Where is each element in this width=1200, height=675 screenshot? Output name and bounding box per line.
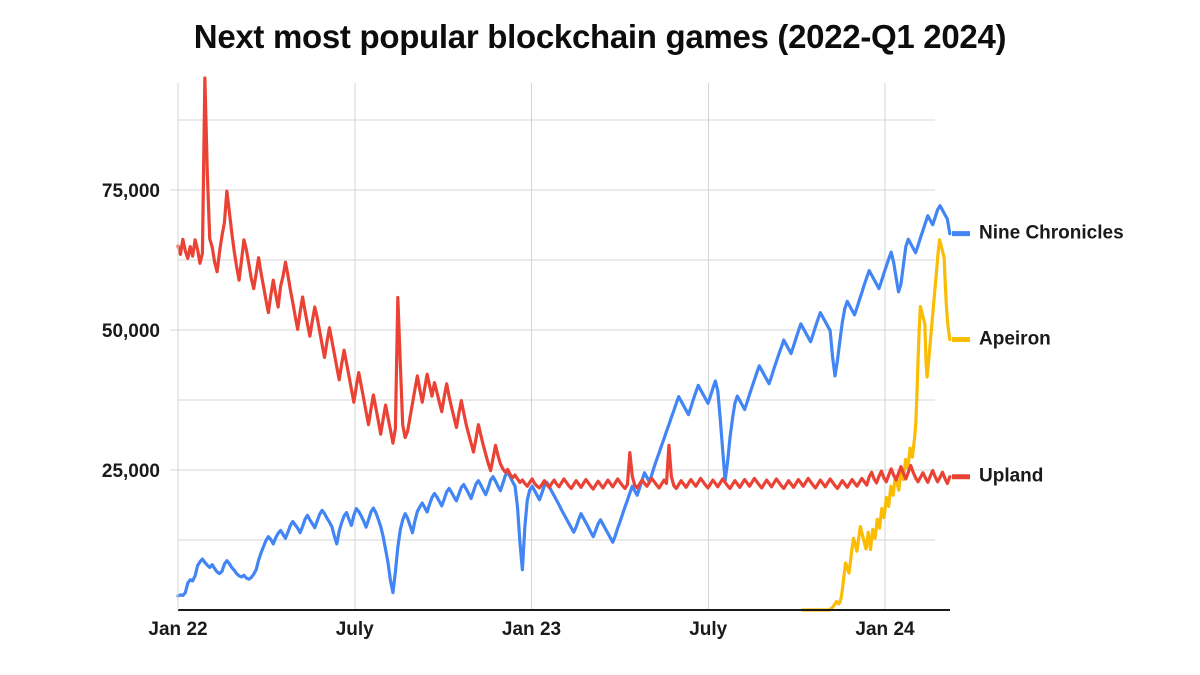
vertical-gridlines-group [177, 83, 886, 610]
x-tick-label: Jan 24 [855, 619, 915, 640]
y-tick-label: 75,000 [102, 181, 160, 202]
series-group [176, 76, 952, 612]
series-line-upland [176, 76, 952, 491]
x-tick-label: Jan 23 [502, 619, 561, 640]
x-tick-label: July [689, 619, 727, 640]
series-line-nine-chronicles [176, 204, 952, 598]
chart-legend: Nine Chronicles Apeiron Upland [952, 223, 1124, 487]
legend-label: Apeiron [979, 329, 1051, 350]
legend-label: Nine Chronicles [979, 223, 1124, 244]
x-tick-label: July [336, 619, 374, 640]
x-axis-tick-labels: Jan 22 July Jan 23 July Jan 24 [148, 619, 915, 640]
x-tick-label: Jan 22 [148, 619, 207, 640]
y-tick-label: 50,000 [102, 321, 160, 342]
series-line-apeiron [800, 238, 952, 612]
gridlines-group [178, 119, 935, 541]
axis-group [177, 83, 950, 611]
y-tick-label: 25,000 [102, 461, 160, 482]
y-axis-tick-labels: 25,000 50,000 75,000 [102, 181, 178, 482]
legend-label: Upland [979, 466, 1043, 487]
page-title: Next most popular blockchain games (2022… [193, 18, 1007, 55]
